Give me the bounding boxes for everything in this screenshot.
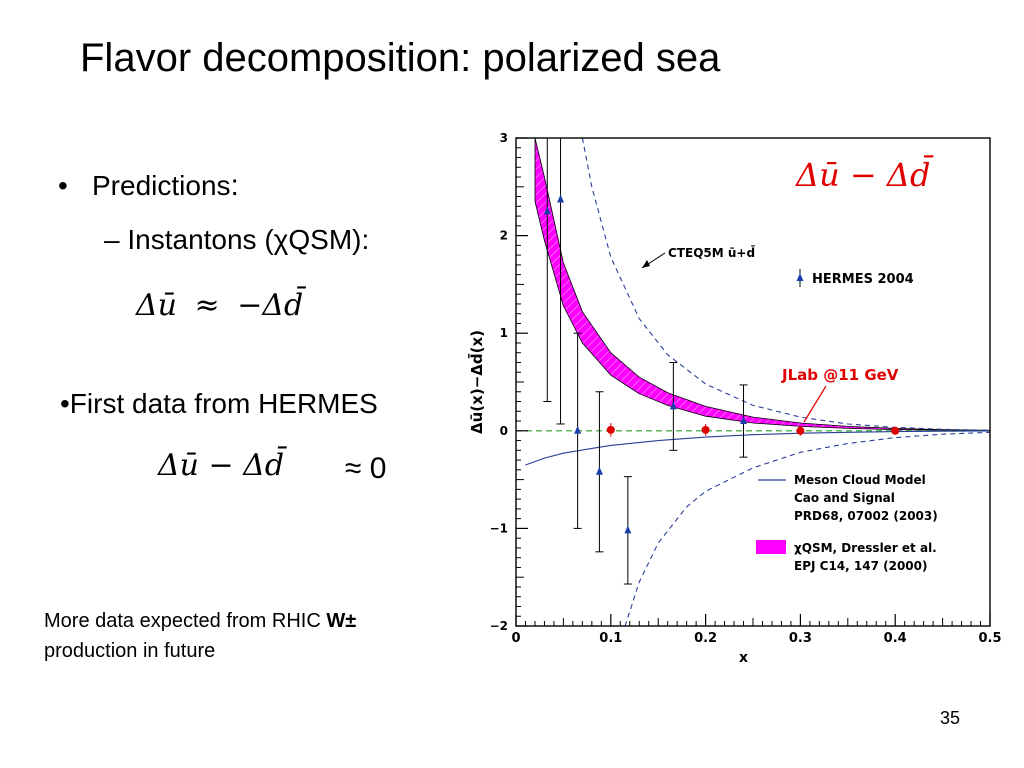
x-tick-label-2: 0.2 xyxy=(694,631,717,646)
predictions-label: Predictions xyxy=(92,170,231,201)
legend-chiqsm-label-2: EPJ C14, 147 (2000) xyxy=(794,559,927,573)
legend-cteq-arrowhead xyxy=(642,260,650,268)
cteq-curve xyxy=(581,138,990,431)
sub-bullet-dash: – xyxy=(104,224,128,255)
legend-cteq-label: CTEQ5M ū+d̄ xyxy=(668,245,755,260)
instantons-label: Instantons (χQSM): xyxy=(127,224,370,255)
x-tick-label-0: 0 xyxy=(511,631,520,646)
x-tick-label-3: 0.3 xyxy=(789,631,812,646)
hermes-point-4 xyxy=(624,525,632,534)
jlab-point-3 xyxy=(891,426,900,435)
chiqsm-band xyxy=(534,138,990,432)
x-tick-label-1: 0.1 xyxy=(599,631,622,646)
formula1-op: ≈ xyxy=(194,288,220,323)
y-tick-label-5: 3 xyxy=(500,131,508,145)
bullet-predictions: • Predictions: xyxy=(58,168,239,204)
hermes-point-6 xyxy=(740,416,748,425)
jlab-point-0 xyxy=(606,425,615,434)
jlab-point-2 xyxy=(796,426,805,435)
legend-hermes-marker xyxy=(796,273,804,281)
hermes-point-1 xyxy=(557,194,565,203)
legend-meson-label-1: Meson Cloud Model xyxy=(794,473,926,487)
chart-title: Δū − Δd̄ xyxy=(794,155,934,194)
jlab-point-1 xyxy=(701,425,710,434)
meson-cloud-curve xyxy=(525,430,990,466)
formula1-rhs: −Δd̄ xyxy=(237,288,304,323)
y-tick-label-4: 2 xyxy=(500,229,508,243)
legend-meson-label-2: Cao and Signal xyxy=(794,491,895,505)
lower-dashed-curve xyxy=(624,431,990,626)
rhic-note: More data expected from RHIC W± producti… xyxy=(44,606,464,666)
note-line2: production in future xyxy=(44,640,216,662)
note-line1: More data expected from RHIC xyxy=(44,610,327,632)
x-tick-label-5: 0.5 xyxy=(978,631,1001,646)
formula-difference: Δū − Δd̄ xyxy=(158,448,285,483)
y-axis-label: Δū(x)−Δd̄(x) xyxy=(466,330,486,434)
legend-meson-label-3: PRD68, 07002 (2003) xyxy=(794,509,938,523)
hermes-point-0 xyxy=(543,206,551,215)
slide-title: Flavor decomposition: polarized sea xyxy=(80,36,721,80)
bullet-dot: • xyxy=(58,170,68,201)
note-w-boson: W± xyxy=(326,610,357,632)
page-number: 35 xyxy=(940,708,961,728)
legend-jlab-label: JLab @11 GeV xyxy=(781,366,899,384)
legend-chiqsm-swatch xyxy=(756,540,786,554)
x-tick-label-4: 0.4 xyxy=(884,631,907,646)
predictions-colon: : xyxy=(230,169,239,202)
y-tick-label-2: 0 xyxy=(500,424,508,438)
legend-chiqsm-label-1: χQSM, Dressler et al. xyxy=(794,541,937,555)
hermes-point-2 xyxy=(574,425,582,434)
sea-asymmetry-chart: 0 0.1 0.2 0.3 0.4 0.5 −2 −1 0 1 2 3 x Δū(x)−Δd̄(x) Δū … xyxy=(466,131,1001,666)
legend-jlab-pointer xyxy=(803,385,827,423)
x-axis-label: x xyxy=(739,650,748,666)
hermes-point-3 xyxy=(595,466,603,475)
legend-hermes-label: HERMES 2004 xyxy=(812,272,914,287)
approx-zero: ≈ 0 xyxy=(345,452,387,485)
formula1-lhs: Δū xyxy=(136,288,177,323)
bullet-instantons: – Instantons (χQSM): xyxy=(104,222,369,258)
y-tick-label-1: −1 xyxy=(490,521,508,535)
formula-approx: Δū ≈ −Δd̄ xyxy=(136,288,303,323)
hermes-bullet: •First data from HERMES xyxy=(60,388,378,419)
hermes-point-5 xyxy=(669,401,677,410)
y-tick-label-0: −2 xyxy=(490,619,508,633)
y-tick-label-3: 1 xyxy=(500,326,508,340)
